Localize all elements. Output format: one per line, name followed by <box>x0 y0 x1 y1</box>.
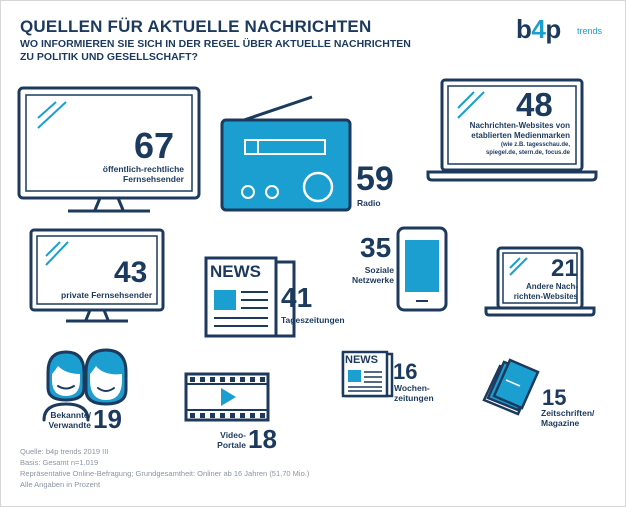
label-magazines: Zeitschriften/Magazine <box>541 408 594 428</box>
radio-icon <box>220 95 352 212</box>
label-web: Nachrichten-Websites von etablierten Medi… <box>470 121 570 141</box>
label-web-line2: etablierten Medienmarken <box>471 131 570 140</box>
label-other-web: Andere Nach-richten-Websites <box>514 282 578 302</box>
value-radio: 59 <box>356 160 394 198</box>
people-icon <box>42 348 128 422</box>
magazine-icon <box>482 358 540 416</box>
label-video: Video- Portale <box>217 430 246 450</box>
value-social: 35 <box>360 232 392 263</box>
logo-p: p <box>545 14 561 44</box>
subtitle-line-2: ZU POLITIK UND GESELLSCHAFT? <box>20 51 198 63</box>
source-line-2: Basis: Gesamt n=1.019 <box>20 458 99 467</box>
value-magazines: 15 <box>542 385 567 410</box>
newspaper-small-headline: NEWS <box>345 354 378 366</box>
label-web-line1: Nachrichten-Websites von <box>469 121 570 130</box>
label-web-note: (wie z.B. tagesschau.de, spiegel.de, ster… <box>486 141 570 157</box>
label-web-note-line2: spiegel.de, stern.de, focus.de <box>485 150 570 156</box>
logo-subtitle: trends <box>577 26 603 36</box>
label-video-line2: Portale <box>217 440 246 450</box>
label-magazines-line1: Zeitschriften/ <box>541 408 595 418</box>
subtitle-line-1: WO INFORMIEREN SIE SICH IN DER REGEL ÜBE… <box>20 38 411 50</box>
label-video-line1: Video- <box>220 430 246 440</box>
label-other-web-line2: richten-Websites <box>513 292 578 301</box>
newspaper-icon <box>204 256 296 338</box>
tv-icon <box>17 86 201 213</box>
value-web: 48 <box>516 86 553 123</box>
value-weekly: 16 <box>393 359 418 384</box>
label-friends: Bekannte/Verwandte <box>48 410 91 430</box>
laptop-icon-large <box>426 78 598 182</box>
page-title: QUELLEN FÜR AKTUELLE NACHRICHTEN <box>20 17 372 36</box>
label-tz: Tageszeitungen <box>281 315 345 325</box>
label-friends-line2: Verwandte <box>48 420 91 430</box>
value-private: 43 <box>114 256 148 289</box>
label-other-web-line1: Andere Nach- <box>525 282 578 291</box>
label-oerr-line2: Fernsehsender <box>123 174 184 184</box>
label-private: private Fernsehsender <box>61 290 153 300</box>
logo-four: 4 <box>531 14 546 44</box>
label-magazines-line2: Magazine <box>541 418 580 428</box>
label-friends-line1: Bekannte/ <box>50 410 91 420</box>
label-weekly-line1: Wochen- <box>394 383 430 393</box>
source-line-4: Alle Angaben in Prozent <box>20 480 101 489</box>
label-weekly: Wochen-zeitungen <box>394 383 434 403</box>
video-icon <box>184 372 270 422</box>
label-social-line2: Netzwerke <box>351 275 394 285</box>
label-oerr-line1: öffentlich-rechtliche <box>102 164 184 174</box>
value-oerr: 67 <box>134 125 175 166</box>
source-line-3: Repräsentative Online-Befragung; Grundge… <box>20 469 310 478</box>
value-tz: 41 <box>281 282 313 313</box>
tv-icon-small <box>29 228 165 323</box>
label-web-note-line1: (wie z.B. tagesschau.de, <box>500 142 570 148</box>
source-line-1: Quelle: b4p trends 2019 III <box>20 447 109 456</box>
value-friends: 19 <box>93 404 122 434</box>
label-oerr: öffentlich-rechtliche Fernsehsender <box>103 164 184 184</box>
newspaper-icon-small <box>341 350 394 398</box>
brand-logo: b4p <box>516 14 561 45</box>
smartphone-icon <box>396 226 448 312</box>
laptop-icon-small <box>484 246 596 317</box>
logo-b: b <box>516 14 532 44</box>
newspaper-headline: NEWS <box>210 262 261 281</box>
value-other-web: 21 <box>551 255 578 282</box>
label-weekly-line2: zeitungen <box>394 393 434 403</box>
value-video: 18 <box>248 424 277 454</box>
label-radio: Radio <box>357 198 381 208</box>
label-social: Soziale Netzwerke <box>352 265 394 285</box>
label-social-line1: Soziale <box>364 265 394 275</box>
